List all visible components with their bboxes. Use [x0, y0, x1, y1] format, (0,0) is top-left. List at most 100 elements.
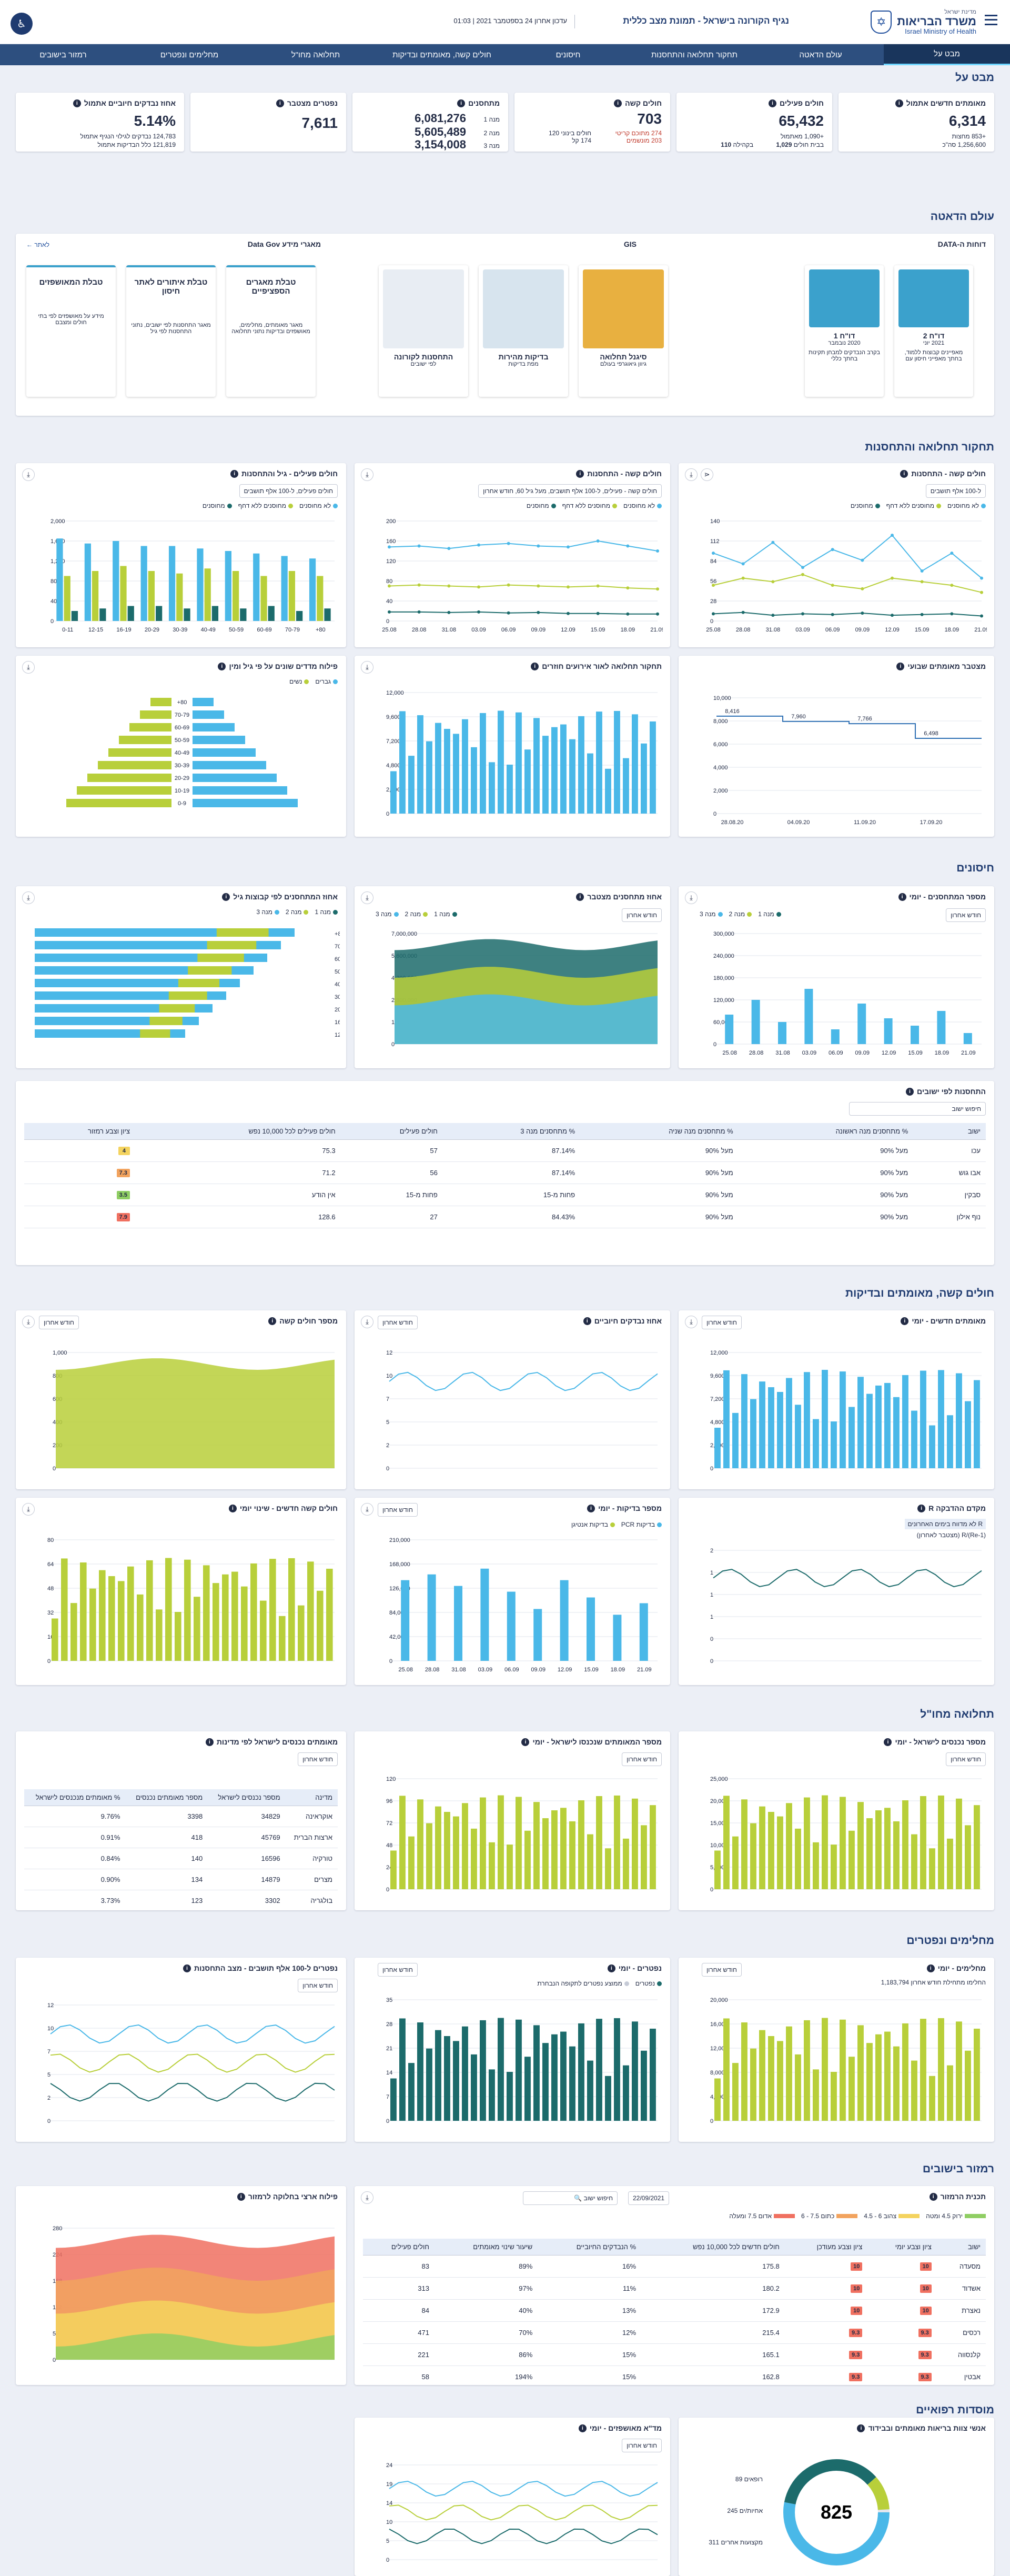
period-select[interactable]: חודש אחרון — [702, 1963, 742, 1977]
period-select[interactable]: חודש אחרון — [298, 1979, 338, 1992]
table-row[interactable]: ארצות הברית 45769 418 0.91% — [24, 1827, 338, 1848]
info-icon[interactable]: i — [906, 1087, 914, 1096]
download-icon[interactable]: ⤓ — [22, 468, 35, 481]
download-icon[interactable]: ⤓ — [685, 891, 698, 904]
table-row[interactable]: נאצרת 10 10 172.9 13% 40% 84 — [363, 2299, 986, 2322]
info-icon[interactable]: i — [576, 469, 584, 478]
share-icon[interactable]: ⋖ — [701, 468, 713, 481]
filter-select[interactable]: ל-100 אלף תושבים — [925, 484, 986, 498]
info-icon[interactable]: i — [884, 1738, 892, 1746]
download-icon[interactable]: ⤓ — [361, 2191, 373, 2204]
download-icon[interactable]: ⤓ — [361, 1316, 373, 1328]
period-select[interactable]: חודש אחרון — [622, 2439, 662, 2452]
info-icon[interactable]: i — [583, 1317, 591, 1325]
info-icon[interactable]: i — [205, 1738, 214, 1746]
nav-abroad[interactable]: תחלואה מחו"ל — [291, 50, 340, 59]
info-icon[interactable]: i — [531, 662, 539, 670]
col-change[interactable]: שיעור שינוי מאומתים — [434, 2239, 538, 2256]
filter-select[interactable]: חולים קשה - פעילים, ל-100 אלף תושבים, מע… — [478, 484, 662, 498]
nav-recovered[interactable]: מחלימים ונפטרים — [160, 50, 219, 59]
gov-card-1[interactable]: טבלת מאגרים הספציפיים מאגר מאומתים, מחלי… — [226, 265, 316, 397]
col-town[interactable]: ישוב — [936, 2239, 986, 2256]
table-row[interactable]: בולגריה 3302 123 3.73% — [24, 1890, 338, 1910]
info-icon[interactable]: i — [521, 1738, 530, 1746]
download-icon[interactable]: ⤓ — [685, 468, 698, 481]
table-row[interactable]: מסעדה 10 10 175.8 16% 89% 83 — [363, 2255, 986, 2278]
info-icon[interactable]: i — [895, 99, 903, 107]
col-entries[interactable]: מספר נכנסים לישראל — [208, 1789, 286, 1806]
col-percent[interactable]: % מאומתים מנכנסים לישראל — [24, 1789, 126, 1806]
col-new-per10k[interactable]: חולים חדשים לכל 10,000 נפש — [641, 2239, 785, 2256]
table-row[interactable]: אשדוד 10 10 180.2 11% 97% 313 — [363, 2277, 986, 2300]
download-icon[interactable]: ⤓ — [361, 468, 373, 481]
period-select[interactable]: חודש אחרון — [298, 1752, 338, 1766]
download-icon[interactable]: ⤓ — [361, 661, 373, 674]
gis-card-morbidity[interactable]: סיגנל תחלואה גיוון גיאוגרפי בעולם — [579, 265, 668, 397]
more-link[interactable]: לאתר ← — [26, 241, 49, 248]
col-per10k[interactable]: חולים פעילים לכל 10,000 נפש — [135, 1123, 341, 1140]
col-country[interactable]: מדינה — [285, 1789, 338, 1806]
period-select[interactable]: חודש אחרון — [622, 908, 662, 922]
nav-world[interactable]: עולם הדאטה — [799, 50, 842, 59]
download-icon[interactable]: ⤓ — [22, 661, 35, 674]
info-icon[interactable]: i — [218, 662, 226, 670]
nav-overview[interactable]: מבט על — [884, 44, 1010, 65]
info-icon[interactable]: i — [228, 1504, 237, 1512]
period-select[interactable]: חודש אחרון — [946, 908, 986, 922]
download-icon[interactable]: ⤓ — [22, 891, 35, 904]
table-row[interactable]: אבו גוש מעל 90% מעל 90% 87.14% 56 71.2 7.3 — [24, 1161, 986, 1184]
info-icon[interactable]: i — [917, 1504, 926, 1512]
table-row[interactable]: עכו מעל 90% מעל 90% 87.14% 57 75.3 4 — [24, 1139, 986, 1162]
period-select[interactable]: חודש אחרון — [378, 1503, 418, 1517]
table-row[interactable]: אבטין 9.3 9.3 162.8 15% 194% 58 — [363, 2365, 986, 2385]
info-icon[interactable]: i — [183, 1964, 191, 1972]
info-icon[interactable]: i — [614, 99, 622, 107]
info-icon[interactable]: i — [901, 1317, 909, 1325]
info-icon[interactable]: i — [926, 1964, 935, 1972]
nav-morbidity[interactable]: תחקור תחלואה והתחסנות — [651, 50, 738, 59]
accessibility-icon[interactable]: ♿ — [11, 13, 33, 35]
info-icon[interactable]: i — [578, 2424, 587, 2432]
col-confirmed[interactable]: מספר מאומתים נכנסים — [125, 1789, 208, 1806]
info-icon[interactable]: i — [457, 99, 466, 107]
col-updated-score[interactable]: ציון וצבע מעודכן — [784, 2239, 868, 2256]
town-search-input[interactable]: חיפוש ישוב 🔍 — [523, 2191, 618, 2205]
table-row[interactable]: אוקראינה 34829 3398 9.76% — [24, 1806, 338, 1827]
nav-traffic[interactable]: רמזור בישובים — [39, 50, 87, 59]
info-icon[interactable]: i — [898, 893, 906, 901]
download-icon[interactable]: ⤓ — [361, 891, 373, 904]
info-icon[interactable]: i — [268, 1317, 277, 1325]
gis-card-vaccination[interactable]: התחסנות לקורונה לפי ישובים — [379, 265, 468, 397]
info-icon[interactable]: i — [222, 893, 230, 901]
gis-card-tests[interactable]: בדיקות מהירות מפת בדיקות — [479, 265, 568, 397]
gov-card-2[interactable]: טבלת איתורים לאתר חיסון מאגר התחסנות לפי… — [126, 265, 216, 397]
nav-vaccines[interactable]: חיסונים — [556, 50, 581, 59]
info-icon[interactable]: i — [900, 469, 908, 478]
menu-icon[interactable] — [985, 15, 997, 25]
download-icon[interactable]: ⤓ — [361, 1503, 373, 1516]
info-icon[interactable]: i — [607, 1964, 615, 1972]
info-icon[interactable]: i — [769, 99, 776, 107]
info-icon[interactable]: i — [73, 99, 81, 107]
col-active[interactable]: חולים פעילים — [340, 1123, 443, 1140]
info-icon[interactable]: i — [896, 662, 905, 670]
download-icon[interactable]: ⤓ — [22, 1503, 35, 1516]
col-daily-score[interactable]: ציון וצבע יומי — [867, 2239, 937, 2256]
col-score[interactable]: ציון וצבע רמזור — [24, 1123, 135, 1140]
col-active[interactable]: חולים פעילים — [363, 2239, 435, 2256]
info-icon[interactable]: i — [276, 99, 284, 107]
col-town[interactable]: ישוב — [913, 1123, 986, 1140]
nav-severe[interactable]: חולים קשה, מאומתים ובדיקות — [392, 50, 491, 59]
table-row[interactable]: טורקיה 16596 140 0.84% — [24, 1848, 338, 1869]
report-card-2[interactable]: דו"ח 2 2021 יוני מאפיינים קבוצות ללמוד, … — [894, 265, 973, 397]
town-search-select[interactable]: חיפוש ישוב — [849, 1102, 986, 1116]
col-dose2[interactable]: % מתחסנים מנה שניה — [580, 1123, 739, 1140]
info-icon[interactable]: i — [587, 1504, 595, 1512]
period-select[interactable]: חודש אחרון — [378, 1316, 418, 1329]
ministry-logo[interactable]: מדינת ישראל משרד הבריאות Israel Ministry… — [871, 8, 976, 36]
info-icon[interactable]: i — [857, 2424, 865, 2432]
table-row[interactable]: רכסים 9.3 9.3 215.4 12% 70% 471 — [363, 2321, 986, 2344]
info-icon[interactable]: i — [929, 2192, 937, 2201]
col-dose1[interactable]: % מתחסנים מנה ראשונה — [738, 1123, 914, 1140]
period-select[interactable]: חודש אחרון — [39, 1316, 79, 1329]
